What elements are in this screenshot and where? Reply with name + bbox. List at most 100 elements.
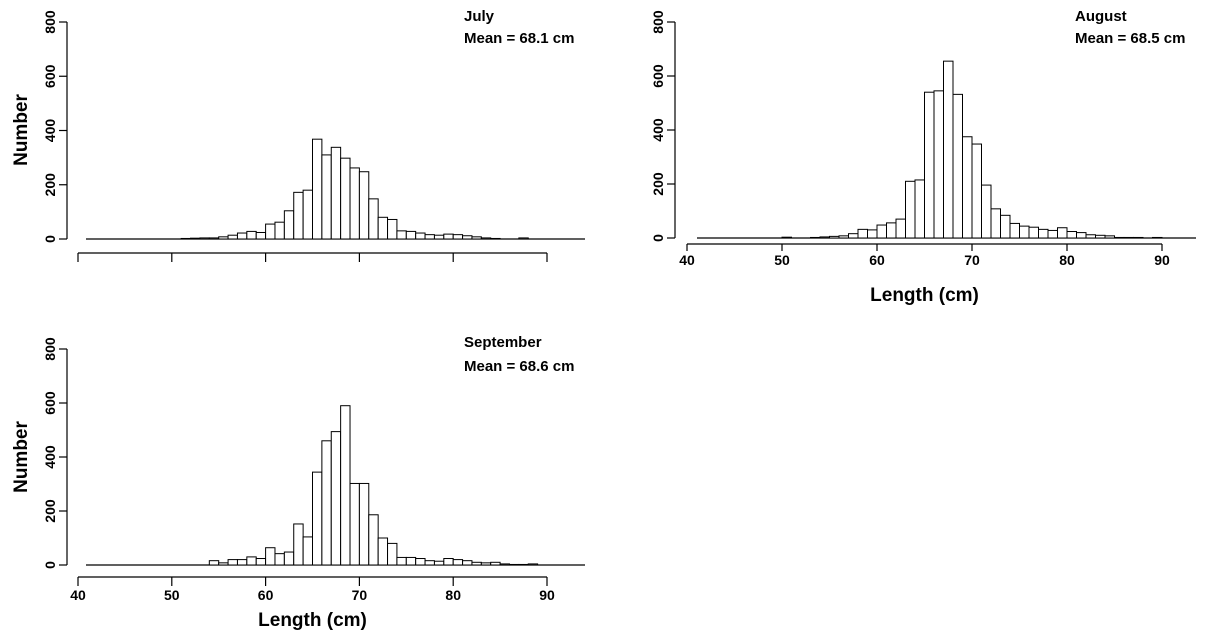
y-tick-label: 800: [42, 337, 58, 361]
y-tick-label: 0: [42, 235, 58, 243]
histogram-bar: [1095, 234, 1106, 239]
histogram-bar: [1123, 236, 1134, 239]
histogram-bar: [810, 236, 821, 239]
histogram-bar: [462, 560, 473, 566]
histogram-bar: [227, 559, 238, 566]
histogram-bar: [293, 191, 304, 240]
histogram-bar: [1152, 236, 1163, 239]
histogram-bar: [265, 223, 276, 240]
y-axis-title: Number: [11, 94, 32, 166]
y-tick-label: 400: [650, 118, 666, 142]
histogram-bar: [387, 542, 398, 566]
histogram-bar: [471, 236, 482, 240]
histogram-bar: [396, 556, 407, 566]
histogram-bar: [443, 233, 454, 240]
x-tick-label: 70: [964, 252, 980, 268]
histogram-bar: [255, 558, 267, 566]
histogram-bar: [480, 562, 492, 566]
histogram-bar: [424, 560, 435, 566]
histogram-bar: [1104, 235, 1115, 239]
histogram-bar: [236, 559, 248, 566]
histogram-panel-2: 40 50 60 70 80 90 0 200 400 600 800 Length (cm) Augu…: [650, 8, 1196, 306]
histogram-bar: [1085, 234, 1096, 239]
x-tick-label: 90: [539, 587, 555, 603]
x-axis-title: Length (cm): [258, 610, 367, 631]
x-tick-label: 70: [352, 587, 368, 603]
histogram-bar: [819, 236, 830, 239]
histogram-bar: [490, 237, 501, 240]
histogram-bar: [227, 234, 238, 240]
panel-mean-annotation: Mean = 68.1 cm: [464, 30, 574, 47]
y-tick-label: 0: [42, 561, 58, 569]
histogram-bar: [236, 232, 248, 240]
histogram-bar: [199, 237, 210, 240]
x-axis-title: Length (cm): [870, 285, 979, 306]
histogram-bar: [781, 236, 792, 239]
histogram-bar: [518, 563, 529, 566]
histogram-bar: [838, 235, 849, 239]
histogram-bar: [293, 523, 304, 566]
histogram-bar: [471, 561, 482, 566]
histogram-bar: [462, 235, 473, 240]
histogram-bar: [452, 559, 464, 566]
y-tick-label: 200: [650, 172, 666, 196]
histogram-bar: [990, 208, 1001, 239]
histogram-bar: [246, 230, 257, 240]
histogram-bar: [848, 233, 859, 239]
x-tick-label: 50: [774, 252, 790, 268]
y-tick-label: 200: [42, 499, 58, 523]
histogram-bar: [415, 232, 426, 240]
histogram-bar: [886, 222, 897, 239]
y-tick-label: 200: [42, 173, 58, 197]
histogram-bar: [518, 237, 529, 240]
y-tick-label: 600: [650, 64, 666, 88]
histogram-bar: [1133, 236, 1144, 239]
x-tick-label: 60: [258, 587, 274, 603]
x-tick-label: 40: [70, 587, 86, 603]
y-tick-label: 600: [42, 64, 58, 88]
histogram-bar: [312, 138, 323, 240]
x-tick-label: 80: [445, 587, 461, 603]
y-tick-label: 800: [650, 10, 666, 34]
histogram-bar: [480, 237, 492, 240]
x-tick-label: 60: [869, 252, 885, 268]
histogram-bar: [396, 230, 407, 240]
histogram-bar: [1000, 214, 1011, 239]
histogram-bar: [405, 556, 417, 566]
histogram-bar: [274, 221, 285, 240]
panel-month-title: September: [464, 334, 542, 351]
histogram-bar: [283, 210, 295, 240]
panel-month-title: July: [464, 8, 495, 25]
y-tick-label: 400: [42, 445, 58, 469]
histogram-bar: [452, 234, 464, 240]
histogram-bar: [368, 514, 379, 566]
histogram-panel-3: 40 50 60 70 80 90 0 200 400 600 800 Number Length (c…: [11, 334, 585, 631]
x-tick-label: 90: [1154, 252, 1170, 268]
x-tick-label: 50: [164, 587, 180, 603]
histogram-bar: [895, 218, 906, 239]
histogram-bar: [358, 482, 370, 566]
histogram-bar: [433, 234, 445, 240]
histogram-bar: [340, 405, 351, 566]
histogram-bar: [405, 230, 417, 240]
histogram-bar: [330, 146, 342, 240]
histogram-bar: [330, 431, 342, 566]
histogram-bar: [424, 234, 435, 240]
histogram-bar: [302, 536, 313, 566]
histogram-panel-1: 0 200 400 600 800 Number July Mean = 68.1 cm: [11, 8, 585, 262]
histogram-bar: [283, 551, 295, 566]
histogram-bar: [1066, 231, 1077, 239]
histogram-bar: [218, 236, 229, 240]
histogram-bar: [312, 471, 323, 566]
histogram-bar: [246, 556, 257, 566]
histogram-bar: [924, 91, 935, 239]
y-tick-label: 800: [42, 10, 58, 34]
histogram-bar: [265, 547, 276, 566]
histogram-bar: [321, 440, 332, 566]
histogram-bar: [358, 171, 370, 240]
histogram-bar: [208, 560, 220, 566]
histogram-bar: [829, 235, 840, 239]
histogram-bar: [981, 184, 992, 239]
y-axis-title: Number: [11, 421, 32, 493]
